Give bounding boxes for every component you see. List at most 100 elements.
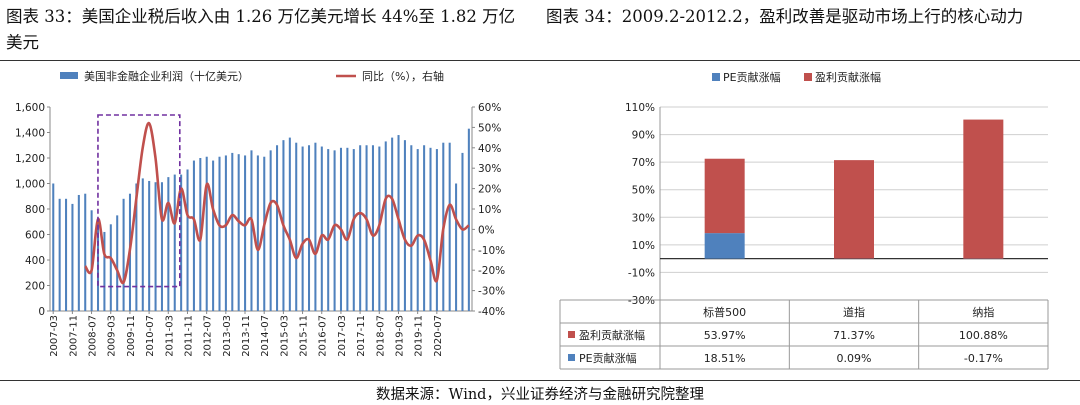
profit-bar [186,169,189,311]
left-y-tick-label: 1,000 [15,179,45,191]
bottom-rule [0,380,1080,381]
table-row-name: PE贡献涨幅 [579,351,637,365]
table-row-swatch [568,354,575,361]
profit-bar [244,155,247,311]
right-chart-y-tick-label: 10% [632,240,655,252]
right-chart-y-tick-label: -10% [628,267,655,279]
profit-bar [90,210,93,311]
x-tick-label: 2015-11 [299,315,310,357]
x-tick-label: 2019-11 [414,315,425,357]
data-source-note: 数据来源：Wind，兴业证券经济与金融研究院整理 [376,387,704,403]
figure-33-title: 图表 33：美国企业税后收入由 1.26 万亿美元增长 44%至 1.82 万亿… [6,7,516,52]
profit-bar [403,140,406,311]
x-tick-label: 2017-11 [356,315,367,357]
profit-bar [103,231,106,311]
profit-bar [109,224,112,311]
left-y-tick-label: 200 [25,281,45,293]
legend-label-yoy: 同比（%），右轴 [362,69,444,83]
x-tick-label: 2020-07 [433,315,444,357]
profit-bar [295,142,298,311]
right-chart-y-tick-label: 30% [632,212,655,224]
right-y-tick-label: 40% [478,143,501,155]
profit-bar [320,146,323,311]
profit-bar [160,182,163,311]
left-y-tick-label: 400 [25,255,45,267]
left-y-tick-label: 1,200 [15,153,45,165]
profit-bar [205,156,208,311]
profit-bar [135,183,138,311]
x-tick-label: 2016-07 [318,315,329,357]
profit-bar [154,182,157,311]
x-tick-label: 2007-11 [68,315,79,357]
profit-bar [231,152,234,311]
left-y-tick-label: 0 [38,306,45,318]
earnings-contribution-bar [834,160,874,259]
profit-bar [371,145,374,311]
left-y-tick-label: 1,600 [15,102,45,114]
right-chart-y-tick-label: 90% [632,130,655,142]
legend-label-earnings: 盈利贡献涨幅 [815,70,881,84]
highlight-box-2009-2012 [97,114,181,288]
profit-bar [448,142,451,311]
profit-bar [122,198,125,311]
top-rule [0,60,1080,61]
profit-bar [410,145,413,311]
profit-bar [455,183,458,311]
category-label: 标普500 [703,305,746,319]
x-tick-label: 2009-03 [107,315,118,357]
profit-bar [301,146,304,311]
profit-bar [167,177,170,311]
profit-bar [416,149,419,311]
yoy-line [84,121,470,285]
profit-bar [384,141,387,311]
profit-bar [327,149,330,311]
profit-bar [84,193,87,311]
profit-bar [365,145,368,311]
profit-bar [148,180,151,311]
profit-bar [314,142,317,311]
profit-bar [180,174,183,311]
category-label: 道指 [843,305,865,319]
profit-bar [429,147,432,311]
profit-bar [116,215,119,311]
x-tick-label: 2007-03 [49,315,60,357]
profit-bar [352,149,355,311]
profit-bar [173,174,176,311]
x-tick-label: 2011-03 [164,315,175,357]
profit-bar [212,160,215,311]
category-label: 纳指 [972,305,994,319]
profit-bar [218,156,221,311]
profit-bar [391,137,394,311]
profit-bar [52,183,55,311]
x-tick-label: 2013-11 [241,315,252,357]
profit-bar [141,178,144,311]
right-y-tick-label: 50% [478,122,501,134]
table-cell-value: 100.88% [959,329,1008,342]
x-tick-label: 2017-03 [337,315,348,357]
legend-swatch-profit [60,72,78,79]
x-tick-label: 2019-03 [394,315,405,357]
legend-label-profit: 美国非金融企业利润（十亿美元） [84,69,249,83]
table-cell-value: 53.97% [704,329,746,342]
table-cell-value: 18.51% [704,352,746,365]
profit-bar [269,150,272,311]
x-tick-label: 2018-07 [375,315,386,357]
profit-bar [192,160,195,311]
profit-bar [58,198,61,311]
x-tick-label: 2011-11 [183,315,194,357]
figure-34-title: 图表 34：2009.2-2012.2，盈利改善是驱动市场上行的核心动力 [546,7,1024,26]
legend-swatch-earnings [804,73,812,81]
right-y-tick-label: 0% [478,224,495,236]
right-y-tick-label: -10% [478,245,505,257]
profit-bar [288,137,291,311]
profit-bar [359,145,362,311]
right-chart-y-tick-label: 50% [632,185,655,197]
x-tick-label: 2008-07 [88,315,99,357]
profit-bar [77,194,80,311]
profit-bar [250,150,253,311]
pe-contribution-bar [704,233,745,259]
profit-bar [276,145,279,311]
profit-bar [307,145,311,311]
profit-bar [263,156,266,311]
